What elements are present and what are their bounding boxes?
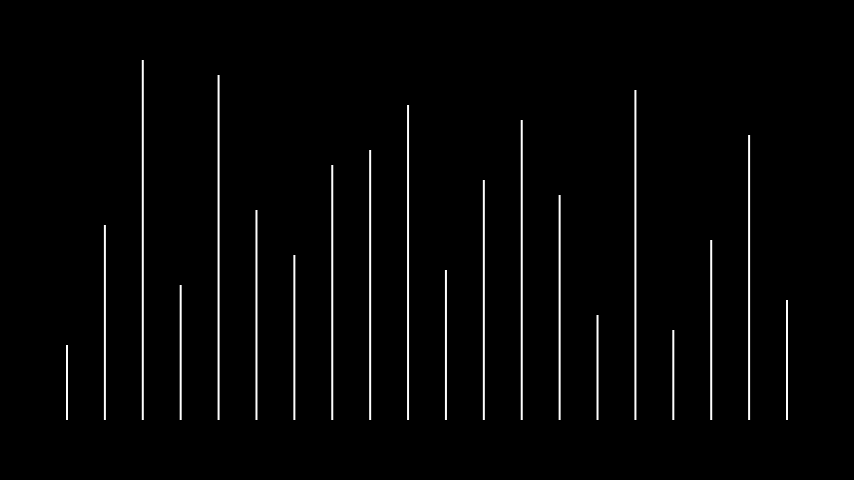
bar-series — [66, 60, 788, 420]
